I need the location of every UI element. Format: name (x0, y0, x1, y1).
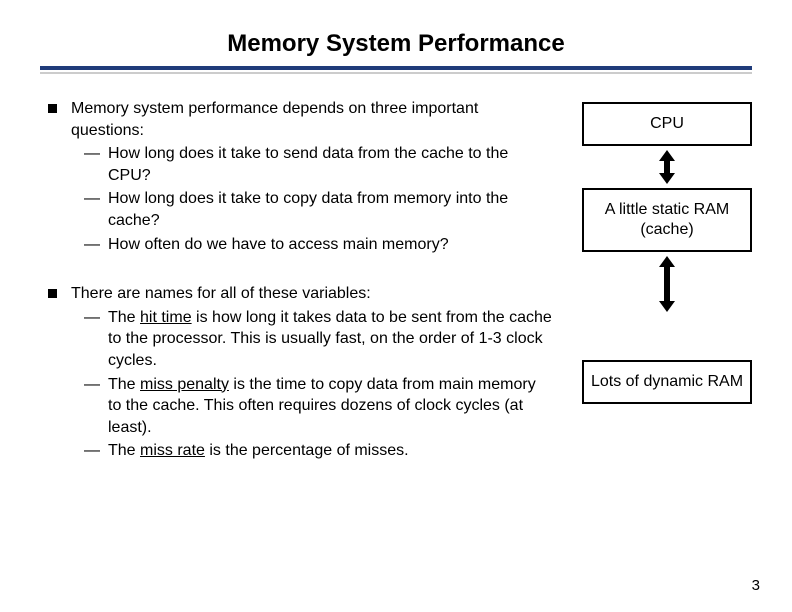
bullet-text: The hit time is how long it takes data t… (108, 307, 552, 372)
title-underline (40, 66, 752, 70)
double-arrow-icon (658, 256, 676, 312)
bullet-level2: — How long does it take to send data fro… (84, 143, 552, 186)
bullet-text: The miss rate is the percentage of misse… (108, 440, 552, 462)
dash-bullet-icon: — (84, 440, 100, 462)
term-miss-penalty: miss penalty (140, 376, 229, 393)
bullet-level2: — The miss penalty is the time to copy d… (84, 374, 552, 439)
page-number: 3 (752, 577, 760, 594)
term-pre: The (108, 376, 140, 393)
term-pre: The (108, 309, 140, 326)
text-column: Memory system performance depends on thr… (40, 98, 552, 490)
bullet-text: How often do we have to access main memo… (108, 234, 552, 256)
dash-bullet-icon: — (84, 307, 100, 329)
content-row: Memory system performance depends on thr… (40, 98, 752, 490)
arrow-wrap (582, 146, 752, 188)
dash-bullet-icon: — (84, 143, 100, 165)
bullet-text: How long does it take to send data from … (108, 143, 552, 186)
diagram-box-cache: A little static RAM (cache) (582, 188, 752, 252)
term-pre: The (108, 442, 140, 459)
square-bullet-icon (48, 104, 57, 113)
page-title: Memory System Performance (40, 30, 752, 58)
bullet-level2: — The hit time is how long it takes data… (84, 307, 552, 372)
title-underline-shadow (40, 72, 752, 74)
bullet-text: Memory system performance depends on thr… (71, 98, 552, 141)
dash-bullet-icon: — (84, 188, 100, 210)
term-miss-rate: miss rate (140, 442, 205, 459)
bullet-text: There are names for all of these variabl… (71, 283, 552, 305)
term-post: is the percentage of misses. (205, 442, 409, 459)
diagram-box-cpu: CPU (582, 102, 752, 146)
dash-bullet-icon: — (84, 374, 100, 396)
bullet-group-1: Memory system performance depends on thr… (40, 98, 552, 255)
diagram-box-ram: Lots of dynamic RAM (582, 360, 752, 404)
diagram-spacer (582, 316, 752, 360)
dash-bullet-icon: — (84, 234, 100, 256)
diagram-column: CPU A little static RAM (cache) Lots of … (582, 98, 752, 490)
arrow-wrap (582, 252, 752, 316)
bullet-level2: — How often do we have to access main me… (84, 234, 552, 256)
term-hit-time: hit time (140, 309, 192, 326)
bullet-text: How long does it take to copy data from … (108, 188, 552, 231)
bullet-group-2: There are names for all of these variabl… (40, 283, 552, 462)
bullet-level1: There are names for all of these variabl… (40, 283, 552, 305)
bullet-level2: — The miss rate is the percentage of mis… (84, 440, 552, 462)
square-bullet-icon (48, 289, 57, 298)
bullet-text: The miss penalty is the time to copy dat… (108, 374, 552, 439)
bullet-level2: — How long does it take to copy data fro… (84, 188, 552, 231)
double-arrow-icon (658, 150, 676, 184)
slide: Memory System Performance Memory system … (0, 0, 792, 612)
bullet-level1: Memory system performance depends on thr… (40, 98, 552, 141)
